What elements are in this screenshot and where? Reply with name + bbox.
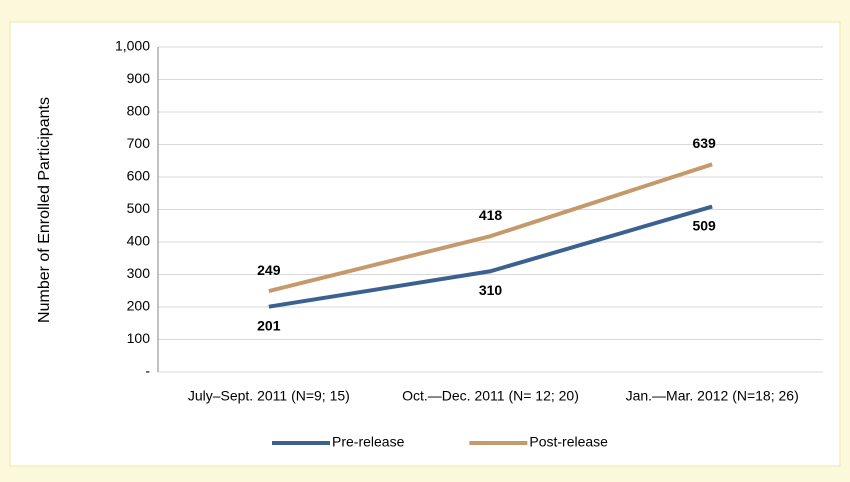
y-tick-label: 500: [127, 200, 151, 216]
y-tick-label: 200: [127, 298, 151, 314]
y-tick-label: 100: [127, 330, 151, 346]
data-label: 418: [479, 207, 503, 223]
x-tick-label: Jan.—Mar. 2012 (N=18; 26): [626, 388, 799, 404]
y-tick-label: 400: [127, 233, 151, 249]
y-tick-label: 300: [127, 265, 151, 281]
data-label: 201: [257, 317, 281, 333]
data-label: 509: [692, 217, 716, 233]
data-label: 639: [692, 135, 716, 151]
data-label: 310: [479, 282, 503, 298]
legend-label: Pre-release: [332, 434, 405, 450]
x-tick-label: Oct.—Dec. 2011 (N= 12; 20): [402, 388, 579, 404]
line-series: [268, 162, 713, 294]
y-tick-label: 600: [127, 168, 151, 184]
y-tick-label: 1,000: [115, 38, 150, 54]
y-tick-label: 900: [127, 70, 151, 86]
x-tick-label: July–Sept. 2011 (N=9; 15): [188, 388, 350, 404]
legend-label: Post-release: [529, 434, 608, 450]
y-axis-title: Number of Enrolled Participants: [36, 97, 53, 323]
y-tick-label: 800: [127, 103, 151, 119]
chart-area: [9, 21, 841, 467]
line-series: [268, 204, 713, 309]
data-label: 249: [257, 262, 281, 278]
y-tick-label: 700: [127, 135, 151, 151]
y-tick-label: -: [145, 363, 150, 379]
